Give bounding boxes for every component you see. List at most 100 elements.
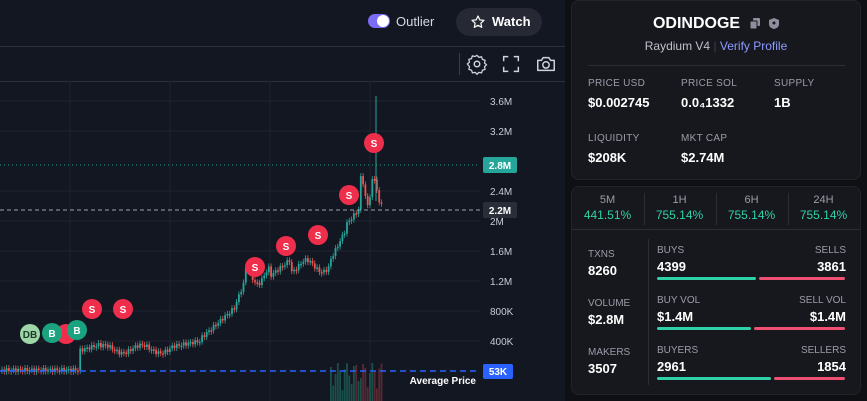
candle xyxy=(120,351,123,355)
candle xyxy=(100,343,102,348)
buyers-bar xyxy=(657,377,771,380)
volume-bar xyxy=(362,363,364,401)
candle xyxy=(162,353,164,355)
candle xyxy=(295,269,298,272)
candle xyxy=(104,344,107,346)
db-marker-dot xyxy=(20,324,40,344)
candle xyxy=(118,349,121,355)
candle xyxy=(139,343,141,348)
candle xyxy=(300,263,302,266)
token-subline: Raydium V4 | Verify Profile xyxy=(644,39,788,53)
candle xyxy=(343,233,346,236)
verify-profile-link[interactable]: Verify Profile xyxy=(719,39,788,53)
candle xyxy=(208,330,210,333)
candle xyxy=(346,222,348,234)
candle xyxy=(332,256,335,259)
watch-button[interactable]: Watch xyxy=(456,8,542,36)
candle xyxy=(95,346,98,348)
chart-header: Outlier Watch xyxy=(0,0,565,44)
candle xyxy=(336,246,339,249)
candle xyxy=(242,282,245,292)
mktcap-label: MKT CAP xyxy=(681,133,728,144)
candle xyxy=(93,345,95,348)
dex-name: Raydium V4 xyxy=(644,39,711,53)
candle xyxy=(378,190,381,203)
timeframe-24h[interactable]: 24H 755.14% xyxy=(788,187,859,229)
candle xyxy=(302,261,305,264)
timeframe-change: 755.14% xyxy=(799,208,848,222)
buy-vol-value: $1.4M xyxy=(657,309,694,324)
candle xyxy=(159,351,162,354)
copy-icon[interactable] xyxy=(749,18,760,30)
candle xyxy=(180,345,183,348)
candle xyxy=(65,369,68,372)
price-tick-label: 1.6M xyxy=(490,247,512,258)
buys-bar xyxy=(657,277,756,280)
candle xyxy=(330,258,332,267)
price-tick-label: 400K xyxy=(490,337,514,348)
candle xyxy=(123,351,125,354)
candle xyxy=(376,179,378,191)
shield-icon[interactable] xyxy=(769,18,780,30)
candle xyxy=(348,220,351,223)
candle xyxy=(63,368,65,372)
fullscreen-icon[interactable] xyxy=(500,53,522,75)
candle xyxy=(274,270,277,273)
candle xyxy=(362,176,364,185)
candle xyxy=(12,368,15,371)
candle xyxy=(14,368,17,372)
timeframe-1h[interactable]: 1H 755.14% xyxy=(644,187,715,229)
candle xyxy=(47,369,49,372)
timeframe-change: 755.14% xyxy=(655,208,704,222)
average-price-tag xyxy=(483,364,513,379)
candle xyxy=(226,314,229,316)
candle xyxy=(316,267,318,269)
candle xyxy=(355,213,358,215)
crosshair-tag xyxy=(483,202,517,218)
toolbar-divider xyxy=(459,53,460,75)
current-price-tag xyxy=(483,157,517,173)
candle xyxy=(235,302,238,310)
candle xyxy=(102,344,105,348)
candle xyxy=(74,368,77,371)
candle xyxy=(270,266,272,277)
sellers-value: 1854 xyxy=(817,359,846,374)
candle xyxy=(141,343,144,346)
supply-label: SUPPLY xyxy=(774,78,815,89)
candle xyxy=(56,368,59,371)
candle xyxy=(318,267,321,273)
candle xyxy=(210,330,213,332)
candle xyxy=(194,340,197,345)
sell-marker: S xyxy=(276,236,296,256)
candle xyxy=(116,349,118,352)
candle xyxy=(357,209,360,214)
volume-bar xyxy=(336,363,339,401)
price-usd-value: $0.002745 xyxy=(588,95,650,110)
camera-icon[interactable] xyxy=(535,53,557,75)
candle xyxy=(203,335,206,337)
marker-letter: DB xyxy=(23,330,37,341)
marker-letter: S xyxy=(315,231,322,242)
candle xyxy=(198,341,201,344)
candle xyxy=(272,272,275,277)
settings-icon[interactable] xyxy=(466,53,488,75)
outlier-label: Outlier xyxy=(396,14,435,29)
candle xyxy=(58,370,61,372)
candle xyxy=(238,294,240,303)
candle xyxy=(267,266,270,273)
price-tick-label: 2M xyxy=(490,217,504,228)
outlier-toggle[interactable] xyxy=(368,14,390,28)
timeframe-5m[interactable]: 5M 441.51% xyxy=(572,187,643,229)
liquidity-stat: LIQUIDITY $208K xyxy=(588,133,640,165)
candle xyxy=(205,332,208,337)
candle xyxy=(54,368,56,372)
divider xyxy=(648,239,649,385)
sell-marker: S xyxy=(339,185,359,205)
volume-bar xyxy=(348,375,351,401)
candle xyxy=(8,368,10,372)
timeframe-6h[interactable]: 6H 755.14% xyxy=(716,187,787,229)
sell-vol-value: $1.4M xyxy=(809,309,846,324)
volume-label: VOLUME xyxy=(588,298,631,309)
